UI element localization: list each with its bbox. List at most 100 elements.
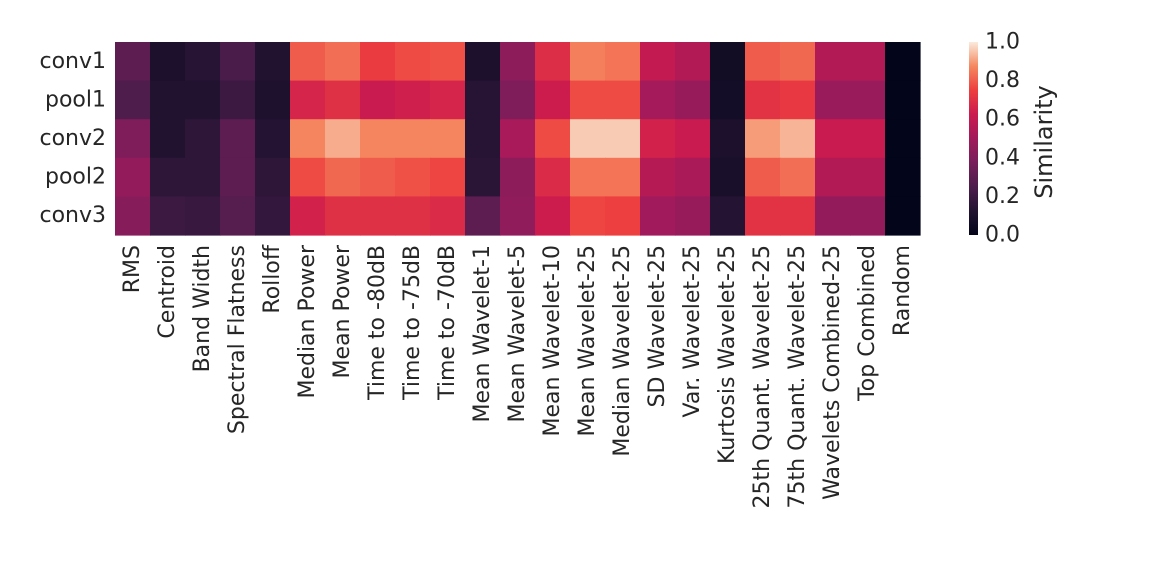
heatmap-cell [220,196,256,236]
heatmap-cell [465,119,501,159]
colorbar-tick-label: 0.4 [985,145,1020,170]
heatmap-cell [535,196,571,236]
column-labels: RMS Centroid Band Width Spectral Flatness Ro… [120,244,915,508]
heatmap-cell [115,196,151,236]
row-label: pool1 [45,87,106,112]
heatmap-cell [570,42,606,82]
heatmap-cell [815,42,851,82]
heatmap-cell [605,196,641,236]
row-labels: conv1 pool1 conv2 pool2 conv3 [39,49,106,228]
heatmap-cell [430,80,466,120]
column-label: Var. Wavelet-25 [680,245,705,417]
row-label: conv1 [39,49,106,74]
colorbar [969,42,978,235]
heatmap-cell [500,157,536,197]
heatmap-cell [675,42,711,82]
heatmap-cell [850,119,886,159]
heatmap-cell [640,119,676,159]
heatmap-cell [220,119,256,159]
column-label: Mean Wavelet-25 [575,245,600,437]
heatmap-cell [885,119,921,159]
column-label: Mean Wavelet-1 [470,245,495,423]
heatmap-cell [150,42,186,82]
heatmap-cell [745,42,781,82]
heatmap-cell [535,119,571,159]
column-label: 75th Quant. Wavelet-25 [785,245,810,508]
heatmap-cell [815,119,851,159]
heatmap-cell [850,157,886,197]
heatmap-cell [430,196,466,236]
heatmap-cell [780,196,816,236]
heatmap-cell [570,80,606,120]
heatmap-cell [465,80,501,120]
heatmap-cell [605,80,641,120]
colorbar-tick-label: 1.0 [985,30,1020,55]
heatmap-cell [360,42,396,82]
heatmap-cell [185,42,221,82]
heatmap-cell [185,157,221,197]
heatmap-cell [325,80,361,120]
heatmap-cell [885,42,921,82]
colorbar-tick-label: 0.0 [985,223,1020,248]
column-label: Mean Wavelet-10 [540,245,565,437]
heatmap-cell [710,80,746,120]
heatmap-cell [815,80,851,120]
heatmap-cell [640,80,676,120]
heatmap-cell [220,157,256,197]
heatmap-cell [430,157,466,197]
heatmap-cell [185,196,221,236]
heatmap-cell [640,157,676,197]
column-label: Top Combined [855,245,880,402]
heatmap-cell [325,157,361,197]
heatmap-cell [815,157,851,197]
heatmap-cell [150,196,186,236]
heatmap-cell [220,80,256,120]
heatmap-cell [290,119,326,159]
heatmap-cell [290,157,326,197]
heatmap-cell [570,196,606,236]
column-label: RMS [120,245,145,293]
heatmap-cell [710,42,746,82]
column-label: Time to -80dB [365,245,390,401]
heatmap-cell [780,42,816,82]
heatmap-cell [255,157,291,197]
heatmap-cell [675,196,711,236]
heatmap-cell [465,196,501,236]
heatmap-cell [500,42,536,82]
heatmap-cell [150,119,186,159]
heatmap-cell [570,157,606,197]
column-label: Time to -70dB [435,245,460,401]
heatmap-cell [395,119,431,159]
heatmap-cell [115,157,151,197]
heatmap-cell [500,196,536,236]
heatmap-cell [745,157,781,197]
heatmap-cell [395,80,431,120]
heatmap-cell [290,42,326,82]
heatmap-cell [850,196,886,236]
heatmap-cell [605,157,641,197]
column-label: Mean Wavelet-5 [505,245,530,423]
heatmap-cell [850,80,886,120]
heatmap-cell [360,157,396,197]
heatmap-cell [675,157,711,197]
heatmap-cell [325,119,361,159]
heatmap-cell [535,42,571,82]
heatmap-cell [605,119,641,159]
column-label: Median Wavelet-25 [610,245,635,457]
heatmap-cell [465,157,501,197]
heatmap-cell [675,80,711,120]
column-label: Time to -75dB [400,245,425,401]
heatmap-cell [255,80,291,120]
heatmap-cell [640,42,676,82]
row-label: conv3 [39,203,106,228]
heatmap-cell [500,80,536,120]
heatmap-cell [115,119,151,159]
heatmap-cell [745,196,781,236]
column-label: Spectral Flatness [225,245,250,434]
row-label: conv2 [39,126,106,151]
heatmap-cell [220,42,256,82]
colorbar-tick-label: 0.8 [985,68,1020,93]
heatmap-cell [745,80,781,120]
heatmap-cell [150,157,186,197]
